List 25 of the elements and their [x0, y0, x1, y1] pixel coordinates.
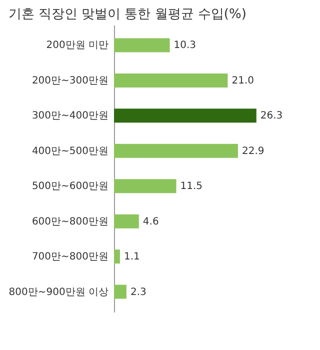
data-label: 21.0 — [232, 75, 254, 86]
data-label: 11.5 — [180, 181, 203, 192]
y-tick-label: 800만~900만원 이상 — [8, 286, 108, 298]
bar — [114, 284, 126, 299]
y-tick-label: 600만~800만원 — [32, 216, 108, 228]
chart-title: 기혼 직장인 맞벌이 통한 월평균 수입(%) — [8, 7, 246, 22]
data-label: 26.3 — [260, 110, 283, 122]
y-tick-label: 300만~400만원 — [32, 110, 108, 122]
y-tick-label: 200만~300만원 — [32, 75, 108, 86]
y-tick-label: 400만~500만원 — [32, 146, 108, 157]
bar — [114, 38, 170, 52]
bar — [114, 179, 176, 194]
bar — [114, 108, 256, 123]
data-label: 22.9 — [242, 146, 264, 157]
data-label: 1.1 — [124, 252, 140, 263]
data-label: 10.3 — [174, 40, 196, 52]
y-tick-label: 500만~600만원 — [32, 181, 108, 192]
y-tick-label: 700만~800만원 — [32, 252, 108, 263]
bar — [114, 73, 228, 88]
data-label: 4.6 — [142, 216, 159, 228]
data-label: 2.3 — [130, 286, 146, 298]
bar — [114, 144, 238, 158]
bar — [114, 250, 120, 264]
bar — [114, 214, 139, 228]
y-tick-label: 200만원 미만 — [46, 40, 108, 52]
